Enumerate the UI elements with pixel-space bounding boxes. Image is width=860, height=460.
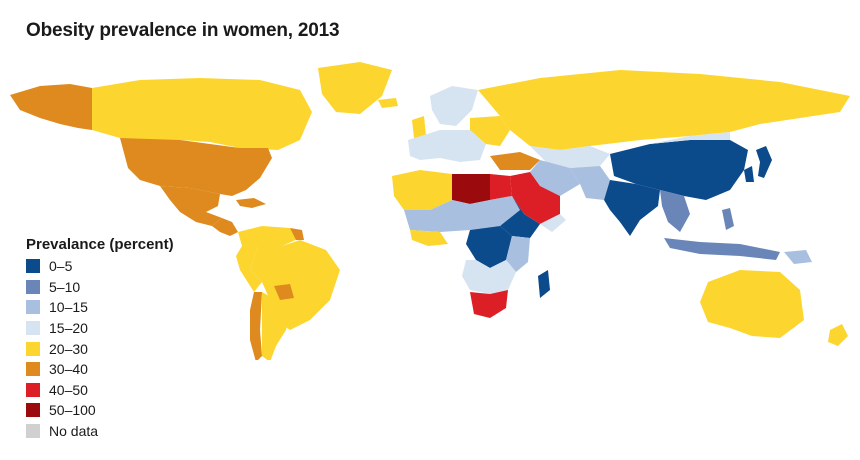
- legend-item: 50–100: [26, 400, 174, 421]
- region-argentina: [262, 292, 290, 360]
- legend-title: Prevalance (percent): [26, 236, 174, 253]
- legend-label: 5–10: [49, 278, 81, 295]
- region-china: [610, 140, 748, 200]
- region-southern-africa: [462, 260, 516, 294]
- region-kazakhstan: [530, 146, 610, 168]
- region-philippines: [722, 208, 734, 230]
- region-western-europe: [408, 130, 486, 162]
- region-horn-of-africa: [500, 196, 540, 238]
- legend-item: 10–15: [26, 297, 174, 318]
- region-india: [604, 180, 660, 236]
- legend-swatch: [26, 259, 40, 274]
- region-canada: [92, 78, 312, 150]
- legend-swatch: [26, 362, 40, 377]
- region-sahel: [404, 196, 520, 232]
- region-peru: [236, 246, 262, 292]
- legend-label: 40–50: [49, 381, 88, 398]
- region-japan: [756, 146, 772, 178]
- legend-swatch: [26, 300, 40, 315]
- legend-swatch: [26, 341, 40, 356]
- region-korea: [744, 166, 754, 182]
- region-saudi-arabia: [510, 172, 560, 224]
- legend-swatch: [26, 424, 40, 439]
- legend-items: 0–5 5–10 10–15 15–20 20–30 30–40 40–50 50–100 No…: [26, 256, 174, 441]
- map-legend: Prevalance (percent) 0–5 5–10 10–15 15–20 20…: [26, 236, 174, 441]
- region-greenland: [318, 62, 392, 114]
- region-venezuela-colombia: [238, 226, 300, 246]
- region-iceland: [378, 98, 398, 108]
- region-russia: [478, 70, 850, 150]
- region-north-africa-west: [392, 170, 452, 210]
- legend-swatch: [26, 403, 40, 418]
- legend-label: 0–5: [49, 258, 73, 275]
- region-turkey: [490, 152, 540, 170]
- region-usa: [120, 138, 272, 196]
- region-mexico: [160, 186, 222, 226]
- region-new-zealand: [828, 324, 848, 346]
- region-indonesia: [664, 238, 780, 260]
- legend-label: 15–20: [49, 320, 88, 337]
- region-west-africa-coast: [410, 230, 448, 246]
- legend-item: 15–20: [26, 318, 174, 339]
- world-choropleth-map: [10, 62, 850, 360]
- legend-item: 0–5: [26, 256, 174, 277]
- legend-label: 50–100: [49, 402, 96, 419]
- map-title: Obesity prevalence in women, 2013: [26, 20, 340, 41]
- region-egypt: [490, 174, 512, 200]
- legend-label: No data: [49, 423, 99, 440]
- region-chile: [250, 292, 262, 360]
- region-madagascar: [538, 270, 550, 298]
- region-papua: [784, 250, 812, 264]
- legend-label: 30–40: [49, 361, 88, 378]
- legend-item: 20–30: [26, 338, 174, 359]
- region-alaska: [10, 84, 92, 130]
- legend-item: No data: [26, 421, 174, 442]
- legend-item: 40–50: [26, 380, 174, 401]
- region-scandinavia: [430, 86, 478, 126]
- legend-swatch: [26, 382, 40, 397]
- region-central-africa: [466, 226, 512, 268]
- region-oman-yemen: [540, 214, 566, 232]
- region-central-america: [212, 218, 238, 236]
- legend-swatch: [26, 321, 40, 336]
- region-southeast-asia: [660, 190, 690, 232]
- legend-item: 30–40: [26, 359, 174, 380]
- region-caribbean: [236, 198, 266, 208]
- region-mongolia: [650, 132, 730, 144]
- region-australia: [700, 270, 804, 338]
- region-uk: [412, 116, 426, 138]
- legend-item: 5–10: [26, 277, 174, 298]
- region-south-africa: [470, 290, 508, 318]
- legend-label: 20–30: [49, 340, 88, 357]
- region-guyana: [290, 228, 304, 240]
- region-afghanistan-pakistan: [570, 166, 610, 200]
- legend-label: 10–15: [49, 299, 88, 316]
- map-regions: [10, 62, 850, 360]
- region-iran-iraq: [530, 160, 580, 196]
- region-libya: [452, 174, 490, 204]
- region-eastern-europe: [470, 116, 510, 146]
- region-bolivia: [274, 284, 294, 300]
- region-east-africa: [506, 236, 530, 272]
- legend-swatch: [26, 279, 40, 294]
